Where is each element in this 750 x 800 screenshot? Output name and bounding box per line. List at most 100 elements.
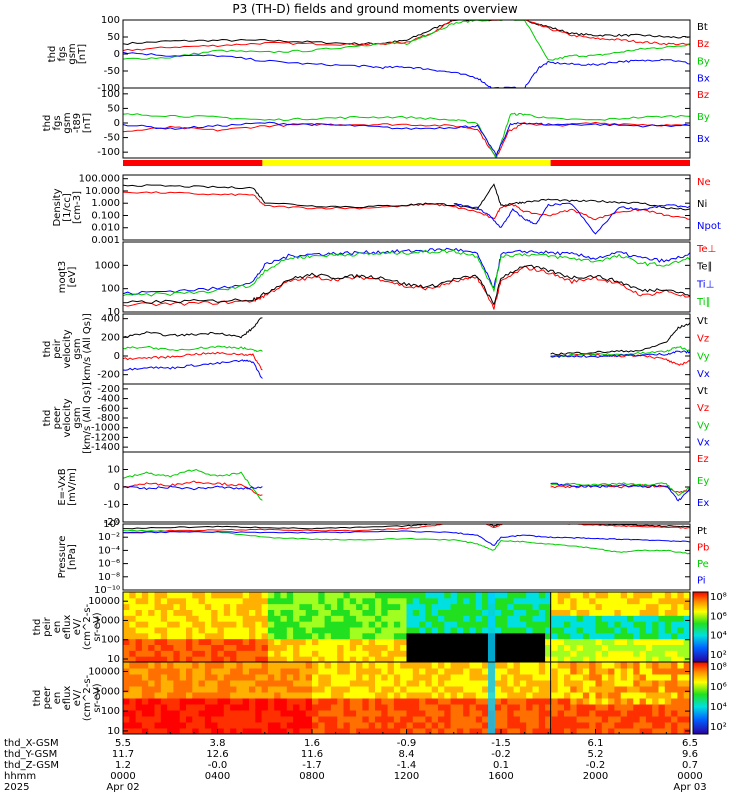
heatmap-cell	[463, 680, 470, 687]
heatmap-cell	[601, 662, 609, 669]
heatmap-cell	[469, 627, 477, 634]
heatmap-cell	[324, 710, 332, 717]
heatmap-cell	[551, 615, 559, 622]
heatmap-cell	[223, 650, 231, 657]
heatmap-cell	[538, 603, 546, 610]
heatmap-cell	[129, 650, 137, 657]
heatmap-cell	[545, 632, 552, 640]
heatmap-cell	[343, 650, 351, 657]
heatmap-cell	[305, 662, 313, 669]
heatmap-cell	[582, 668, 590, 675]
heatmap-cell	[469, 728, 477, 734]
heatmap-cell	[160, 592, 168, 599]
heatmap-cell	[419, 662, 426, 669]
heatmap-cell	[148, 603, 155, 610]
heatmap-cell	[545, 644, 552, 651]
heatmap-cell	[280, 603, 288, 610]
heatmap-cell	[450, 644, 458, 651]
heatmap-cell	[223, 722, 231, 729]
heatmap-cell	[519, 627, 527, 634]
heatmap-cell	[356, 698, 363, 705]
heatmap-cell	[627, 716, 634, 723]
heatmap-cell	[526, 662, 533, 669]
heatmap-cell	[349, 680, 357, 687]
heatmap-cell	[236, 674, 244, 681]
heatmap-cell	[330, 627, 338, 634]
heatmap-cell	[526, 603, 533, 610]
heatmap-cell	[280, 668, 288, 675]
heatmap-cell	[582, 710, 590, 717]
heatmap-cell	[438, 656, 445, 662]
heatmap-cell	[330, 686, 338, 693]
heatmap-cell	[330, 728, 338, 734]
heatmap-cell	[393, 674, 401, 681]
heatmap-cell	[475, 716, 483, 723]
heatmap-cell	[431, 615, 439, 622]
heatmap-cell	[633, 692, 641, 699]
heatmap-cell	[160, 716, 168, 723]
heatmap-cell	[293, 692, 300, 699]
heatmap-cell	[620, 692, 628, 699]
heatmap-cell	[293, 716, 300, 723]
ephemeris-row-name: hhmm	[4, 771, 36, 782]
heatmap-cell	[633, 674, 641, 681]
heatmap-cell	[129, 609, 137, 616]
y-axis-label: sr-eV)	[92, 612, 103, 641]
heatmap-cell	[141, 686, 149, 693]
heatmap-cell	[299, 615, 307, 622]
heatmap-cell	[400, 638, 407, 645]
heatmap-cell	[431, 597, 439, 605]
heatmap-cell	[305, 638, 313, 645]
heatmap-cell	[513, 704, 521, 711]
heatmap-cell	[242, 674, 250, 681]
ephemeris-value: 11.7	[112, 749, 134, 760]
heatmap-cell	[513, 680, 521, 687]
heatmap-cell	[305, 710, 313, 717]
heatmap-cell	[255, 704, 263, 711]
heatmap-cell	[223, 597, 231, 605]
heatmap-cell	[179, 698, 187, 705]
heatmap-cell	[501, 728, 508, 734]
heatmap-cell	[595, 698, 603, 705]
heatmap-cell	[551, 674, 559, 681]
heatmap-cell	[375, 704, 382, 711]
heatmap-cell	[211, 668, 218, 675]
heatmap-cell	[135, 728, 143, 734]
heatmap-cell	[438, 632, 445, 640]
heatmap-cell	[324, 615, 332, 622]
heatmap-cell	[519, 656, 527, 662]
heatmap-cell	[141, 650, 149, 657]
heatmap-cell	[671, 597, 678, 605]
heatmap-cell	[343, 632, 351, 640]
heatmap-cell	[381, 722, 389, 729]
heatmap-cell	[557, 680, 565, 687]
heatmap-cell	[501, 722, 508, 729]
heatmap-cell	[267, 603, 275, 610]
heatmap-cell	[507, 644, 515, 651]
heatmap-cell	[236, 680, 244, 687]
heatmap-cell	[463, 650, 470, 657]
heatmap-cell	[192, 680, 200, 687]
heatmap-cell	[475, 680, 483, 687]
heatmap-cell	[507, 692, 515, 699]
heatmap-cell	[173, 615, 181, 622]
heatmap-cell	[494, 656, 502, 662]
heatmap-cell	[507, 698, 515, 705]
heatmap-cell	[482, 662, 489, 669]
heatmap-cell	[293, 638, 300, 645]
heatmap-cell	[400, 716, 407, 723]
heatmap-cell	[627, 722, 634, 729]
heatmap-cell	[601, 603, 609, 610]
heatmap-cell	[526, 728, 533, 734]
heatmap-cell	[230, 632, 237, 640]
heatmap-cell	[274, 716, 281, 723]
heatmap-cell	[456, 722, 464, 729]
heatmap-cell	[267, 592, 275, 599]
plot-title: P3 (TH-D) fields and ground moments over…	[232, 2, 517, 16]
heatmap-cell	[312, 662, 319, 669]
heatmap-cell	[406, 632, 414, 640]
heatmap-cell	[677, 592, 685, 599]
heatmap-cell	[425, 632, 433, 640]
heatmap-cell	[242, 650, 250, 657]
heatmap-cell	[671, 716, 678, 723]
